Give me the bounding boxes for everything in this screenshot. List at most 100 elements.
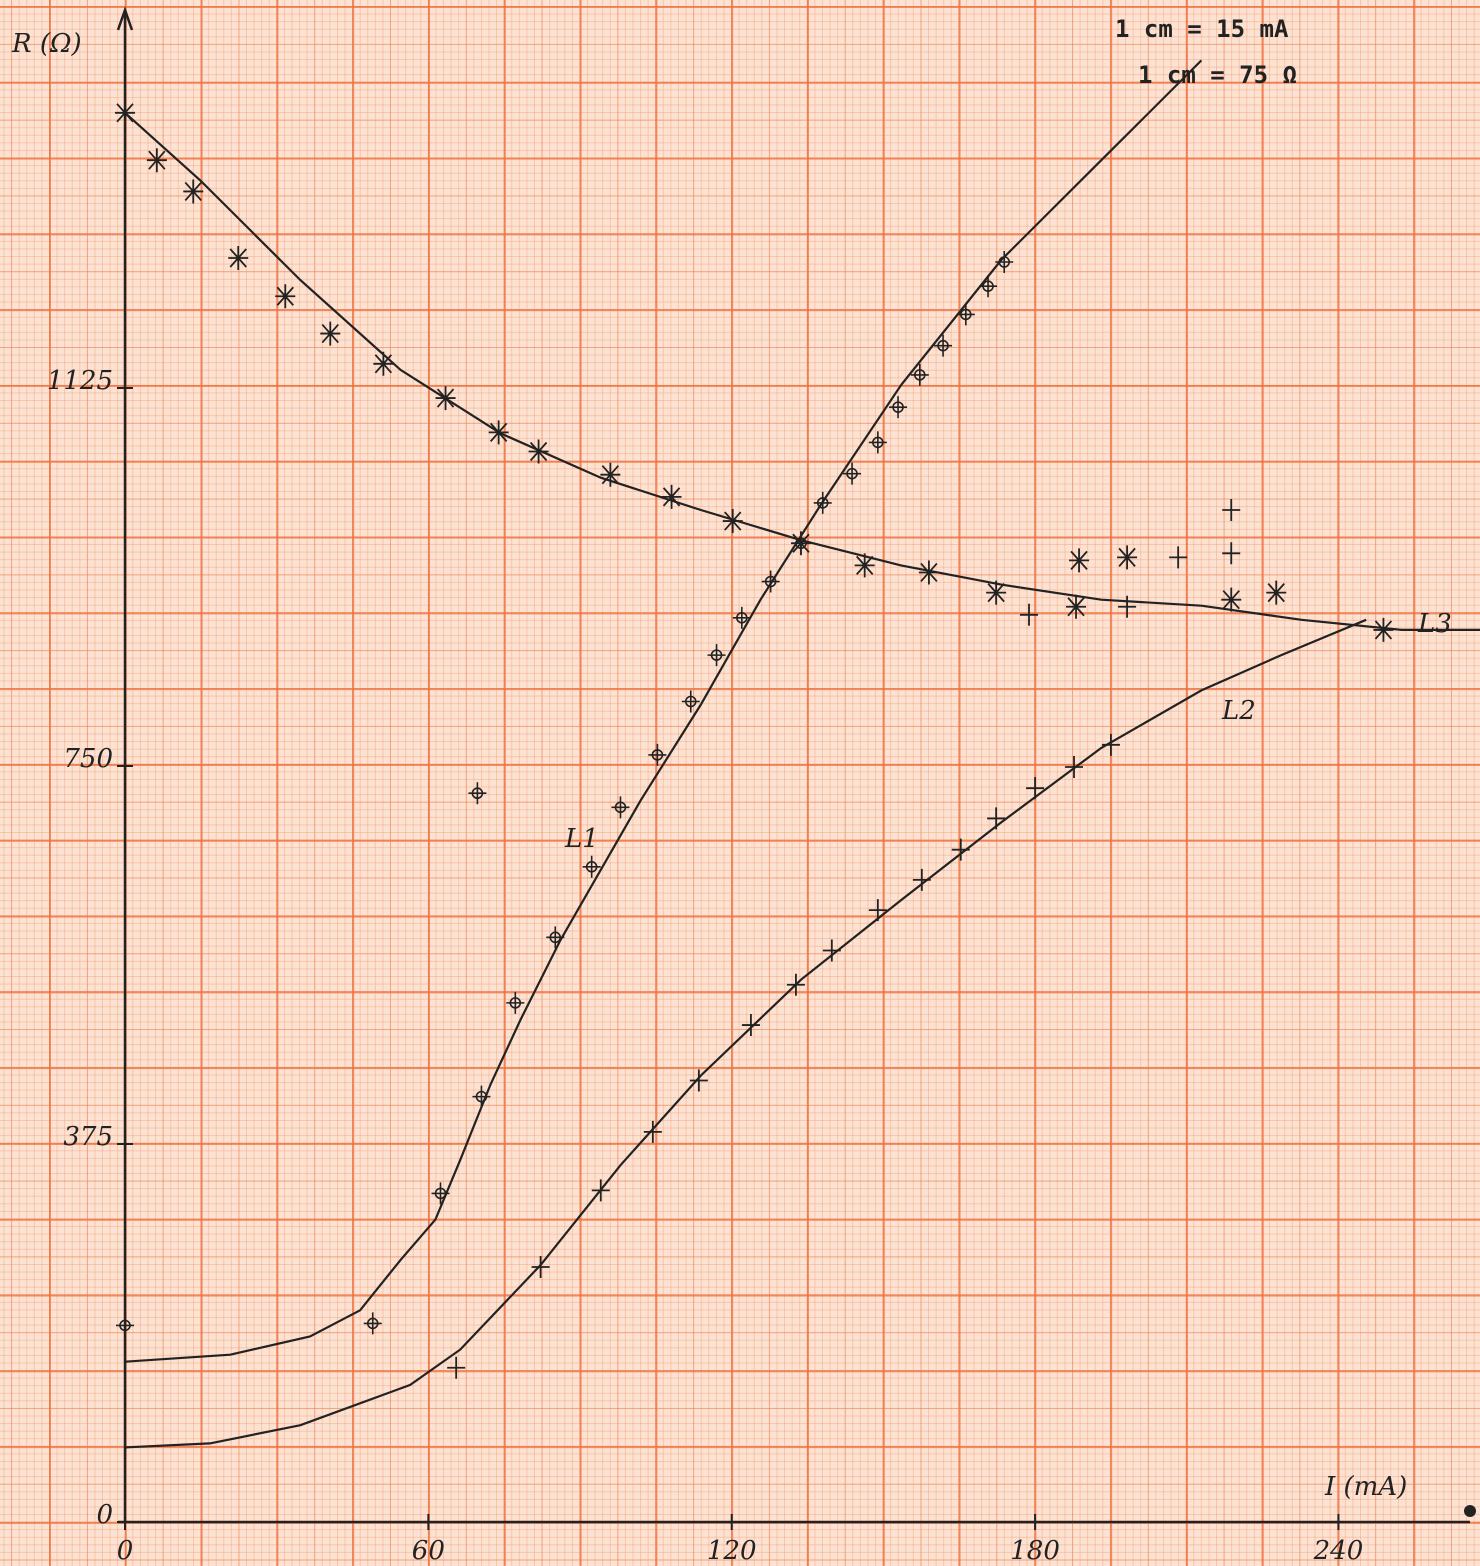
- marker-part: [787, 974, 805, 996]
- marker-part: [600, 463, 620, 487]
- marker-part: [1069, 548, 1089, 572]
- x-tick-label: 180: [1010, 1536, 1060, 1566]
- marker-part: [447, 1357, 465, 1379]
- y-axis-label: R (Ω): [11, 29, 82, 59]
- data-point: [791, 531, 811, 555]
- data-point: [1066, 595, 1086, 619]
- data-point: [611, 796, 629, 818]
- marker-part: [733, 607, 751, 629]
- data-point: [957, 303, 975, 325]
- data-point: [1020, 604, 1038, 626]
- data-point: [147, 148, 167, 172]
- marker-part: [869, 431, 887, 453]
- marker-part: [506, 992, 524, 1014]
- series-label: L3: [1417, 609, 1452, 639]
- x-tick-label: 240: [1313, 1536, 1364, 1566]
- data-point: [115, 101, 135, 125]
- marker-part: [1066, 595, 1086, 619]
- data-point: [911, 364, 929, 386]
- marker-part: [919, 560, 939, 584]
- marker-part: [855, 553, 875, 577]
- fit-curve: [125, 60, 1201, 1361]
- data-point: [995, 251, 1013, 273]
- marker-part: [529, 440, 549, 464]
- data-point: [228, 246, 248, 270]
- marker-part: [934, 335, 952, 357]
- data-point: [468, 782, 486, 804]
- data-point: [364, 1312, 382, 1334]
- data-point: [934, 335, 952, 357]
- marker-part: [791, 531, 811, 555]
- y-tick-label: 1125: [47, 366, 113, 396]
- data-point: [723, 509, 743, 533]
- marker-part: [147, 148, 167, 172]
- marker-part: [1222, 499, 1240, 521]
- marker-part: [1266, 581, 1286, 605]
- marker-part: [115, 101, 135, 125]
- marker-part: [1221, 588, 1241, 612]
- marker-part: [489, 420, 509, 444]
- y-tick-label: 0: [96, 1500, 113, 1530]
- data-point: [869, 431, 887, 453]
- data-point: [855, 553, 875, 577]
- marker-part: [468, 782, 486, 804]
- data-point: [869, 899, 887, 921]
- marker-part: [1118, 596, 1136, 618]
- series-label: L2: [1221, 696, 1256, 726]
- data-point: [708, 644, 726, 666]
- data-point: [987, 807, 1005, 829]
- marker-part: [869, 899, 887, 921]
- marker-part: [1117, 545, 1137, 569]
- data-point: [431, 1182, 449, 1204]
- data-point: [1065, 756, 1083, 778]
- data-point: [600, 463, 620, 487]
- series-label: L1: [564, 824, 599, 854]
- marker-part: [611, 796, 629, 818]
- data-point: [644, 1121, 662, 1143]
- data-point: [979, 275, 997, 297]
- data-point: [447, 1357, 465, 1379]
- data-point: [1222, 542, 1240, 564]
- marker-part: [979, 275, 997, 297]
- x-tick-label: 0: [117, 1536, 134, 1566]
- marker-part: [723, 509, 743, 533]
- data-point: [986, 581, 1006, 605]
- x-axis-arrow: [1464, 1505, 1476, 1517]
- data-point: [662, 485, 682, 509]
- marker-part: [275, 284, 295, 308]
- y-tick-label: 750: [63, 744, 113, 774]
- marker-part: [644, 1121, 662, 1143]
- marker-part: [364, 1312, 382, 1334]
- data-point: [436, 386, 456, 410]
- fit-curve: [125, 620, 1366, 1448]
- marker-part: [373, 352, 393, 376]
- y-tick-label: 375: [63, 1122, 113, 1152]
- marker-part: [116, 1314, 134, 1336]
- marker-part: [1020, 604, 1038, 626]
- marker-part: [987, 807, 1005, 829]
- data-point: [116, 1314, 134, 1336]
- data-point: [1117, 545, 1137, 569]
- marker-part: [1169, 546, 1187, 568]
- marker-part: [532, 1256, 550, 1278]
- marker-part: [986, 581, 1006, 605]
- data-point: [532, 1256, 550, 1278]
- data-point: [529, 440, 549, 464]
- marker-part: [823, 939, 841, 961]
- page: R (Ω) I (mA) 1 cm = 15 mA 1 cm = 75 Ω 03…: [0, 0, 1480, 1566]
- data-point: [320, 322, 340, 346]
- marker-part: [436, 386, 456, 410]
- marker-part: [708, 644, 726, 666]
- data-point: [546, 926, 564, 948]
- data-point: [1069, 548, 1089, 572]
- data-point: [373, 352, 393, 376]
- data-point: [733, 607, 751, 629]
- chart: R (Ω) I (mA) 1 cm = 15 mA 1 cm = 75 Ω 03…: [0, 0, 1480, 1566]
- data-point: [183, 179, 203, 203]
- marker-part: [183, 179, 203, 203]
- data-point: [1169, 546, 1187, 568]
- marker-part: [995, 251, 1013, 273]
- marker-part: [1222, 542, 1240, 564]
- data-point: [1102, 734, 1120, 756]
- data-point: [1026, 777, 1044, 799]
